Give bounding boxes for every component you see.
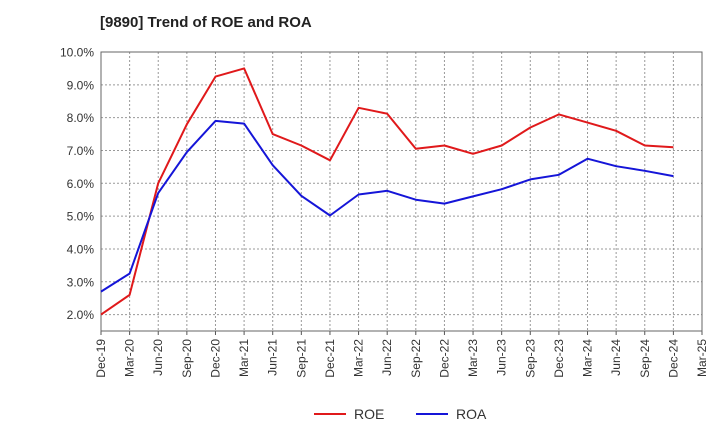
y-tick-label: 2.0% [67,308,95,322]
x-tick-label: Jun-20 [151,339,165,376]
x-tick-label: Sep-24 [638,339,652,378]
series-line-roa [100,119,674,293]
x-tick-label: Sep-22 [409,339,423,378]
x-tick-label: Jun-21 [266,339,280,376]
y-tick-label: 5.0% [67,210,95,224]
x-tick-label: Mar-22 [352,339,366,377]
x-tick-label: Mar-23 [466,339,480,377]
x-tick-label: Mar-21 [237,339,251,377]
x-tick-label: Jun-24 [609,339,623,376]
x-tick-label: Dec-19 [94,339,108,378]
y-tick-label: 10.0% [60,46,94,60]
x-tick-label: Dec-20 [208,339,222,378]
x-tick-label: Dec-21 [323,339,337,378]
legend-label-roa: ROA [456,406,487,422]
x-tick-label: Jun-23 [495,339,509,376]
y-tick-label: 7.0% [67,144,95,158]
plot-area [101,52,702,331]
x-tick-label: Dec-22 [437,339,451,378]
x-tick-label: Sep-20 [180,339,194,378]
y-tick-label: 6.0% [67,177,95,191]
x-tick-label: Mar-25 [695,339,709,377]
plot-frame [100,51,703,332]
x-tick-label: Sep-21 [294,339,308,378]
x-tick-label: Mar-20 [123,339,137,377]
y-tick-label: 4.0% [67,242,95,256]
x-tick-label: Sep-23 [523,339,537,378]
legend-label-roe: ROE [354,406,384,422]
series-line-roe [100,67,674,316]
chart-title: [9890] Trend of ROE and ROA [100,14,312,31]
x-tick-label: Mar-24 [581,339,595,377]
y-tick-label: 8.0% [67,111,95,125]
y-tick-label: 3.0% [67,275,95,289]
x-tick-label: Jun-22 [380,339,394,376]
x-tick-label: Dec-24 [666,339,680,378]
x-tick-label: Dec-23 [552,339,566,378]
y-tick-label: 9.0% [67,78,95,92]
